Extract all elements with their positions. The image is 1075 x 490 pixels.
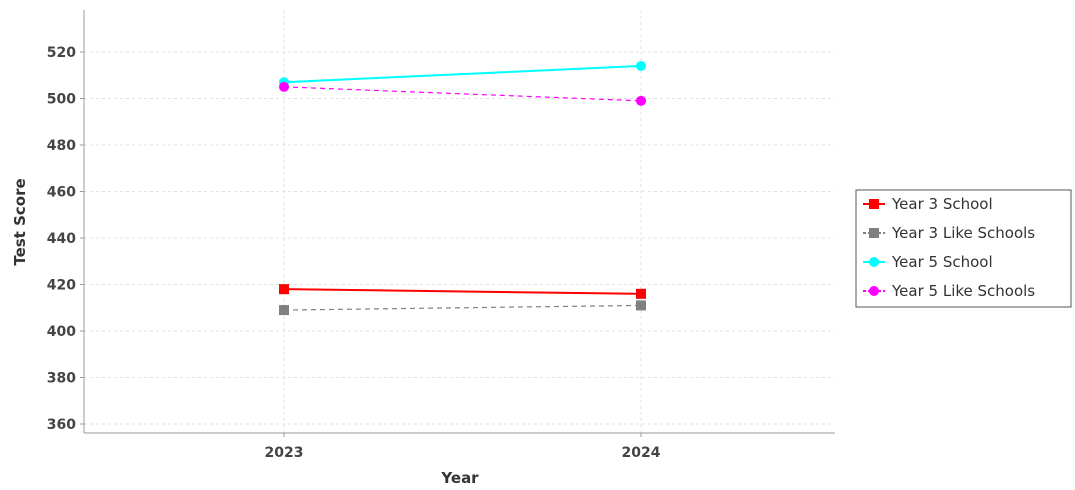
legend-label: Year 5 School: [891, 253, 993, 271]
y-axis-title: Test Score: [11, 178, 29, 265]
grid-lines: [84, 10, 835, 433]
legend-swatch-marker: [869, 257, 879, 267]
data-point: [636, 288, 646, 299]
legend-item: Year 3 Like Schools: [863, 224, 1035, 242]
legend: Year 3 School Year 3 Like Schools Year 5 S…: [855, 189, 1072, 308]
data-point: [636, 60, 646, 71]
x-axis-title: Year: [440, 469, 479, 487]
series-line: [283, 304, 642, 311]
legend-item: Year 5 Like Schools: [863, 282, 1035, 300]
data-point: [279, 284, 289, 295]
legend-item: Year 3 School: [863, 195, 993, 213]
series-line: [283, 288, 642, 295]
y-tick-label: 360: [47, 417, 76, 433]
y-tick-label: 480: [47, 138, 76, 154]
series-group: [279, 60, 646, 316]
legend-label: Year 3 Like Schools: [891, 224, 1035, 242]
series-3: [279, 60, 646, 88]
y-tick-label: 520: [47, 45, 76, 61]
axes: [83, 10, 835, 434]
series-line: [283, 86, 642, 102]
y-tick-label: 420: [47, 278, 76, 294]
data-point: [279, 305, 289, 316]
x-tick-label: 2024: [622, 445, 661, 461]
legend-swatch-marker: [869, 199, 879, 209]
y-tick-label: 400: [47, 324, 76, 340]
data-point: [636, 300, 646, 311]
legend-item: Year 5 School: [863, 253, 993, 271]
data-point: [636, 95, 646, 106]
y-tick-labels: 360 380 400 420 440 460 480 500 520: [47, 45, 84, 433]
legend-label: Year 5 Like Schools: [891, 282, 1035, 300]
legend-box: [855, 189, 1072, 308]
x-tick-label: 2023: [265, 445, 304, 461]
y-tick-label: 440: [47, 231, 76, 247]
legend-swatch-marker: [869, 286, 879, 296]
y-tick-label: 460: [47, 185, 76, 201]
legend-label: Year 3 School: [891, 195, 993, 213]
legend-swatch-marker: [869, 228, 879, 238]
y-tick-label: 380: [47, 371, 76, 387]
y-tick-label: 500: [47, 92, 76, 108]
data-point: [279, 81, 289, 92]
series-4: [279, 81, 646, 106]
series-line: [283, 64, 642, 84]
x-tick-labels: 2023 2024: [265, 433, 661, 461]
series-1: [279, 284, 646, 299]
series-2: [279, 300, 646, 316]
